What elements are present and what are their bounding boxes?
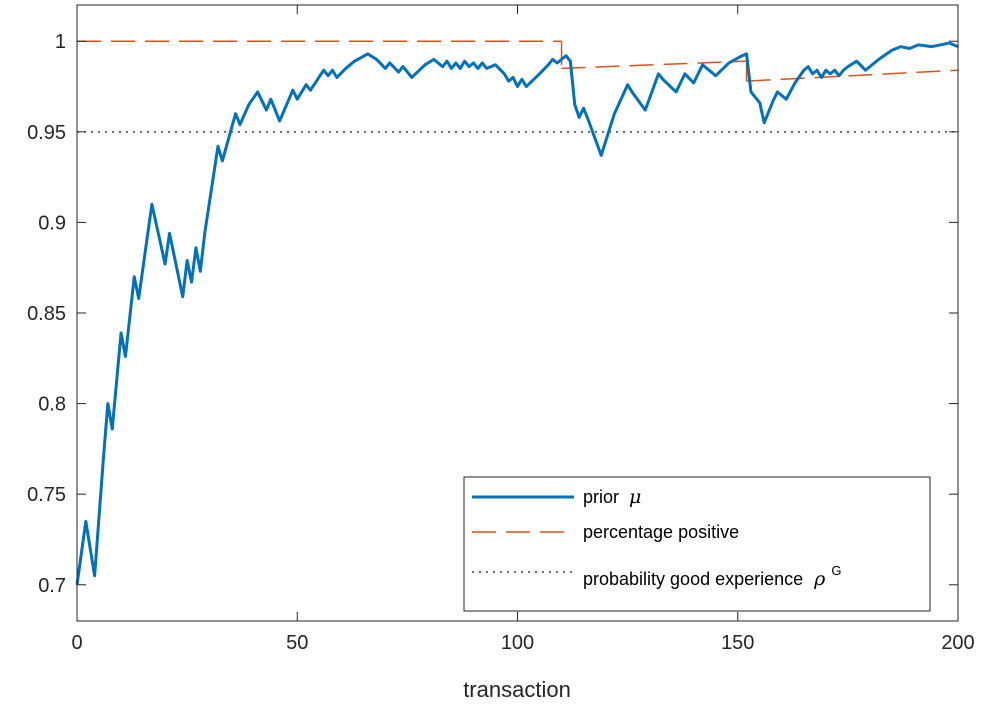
y-tick-label-3: 0.85 (27, 303, 66, 325)
legend-label-prior-symbol: μ (629, 486, 641, 508)
legend-label-prior: prior μ (583, 486, 641, 508)
x-tick-label-2: 100 (501, 632, 534, 654)
y-tick-label-4: 0.9 (38, 212, 66, 234)
x-axis-label: transaction (463, 677, 571, 702)
x-tick-label-4: 200 (941, 632, 974, 654)
series-percentage-positive-segment-2 (561, 60, 747, 70)
legend-label-probability-good-symbol: ρ (813, 568, 826, 590)
series-prior-line (75, 41, 959, 585)
legend-label-prior-text: prior (583, 487, 619, 507)
y-tick-label-6: 1 (55, 31, 66, 53)
x-tick-label-1: 50 (286, 632, 308, 654)
y-tick-label-0: 0.7 (38, 575, 66, 597)
legend-label-probability-good-superscript: G (831, 563, 841, 578)
legend: prior μ percentage positive probability … (463, 476, 931, 612)
legend-label-percentage-positive: percentage positive (583, 522, 739, 542)
x-tick-label-3: 150 (721, 632, 754, 654)
series-percentage-positive-segment-4 (746, 69, 959, 82)
y-tick-label-2: 0.8 (38, 394, 66, 416)
x-tick-label-0: 0 (71, 632, 82, 654)
y-tick-label-5: 0.95 (27, 122, 66, 144)
ticks-layer: 0 50 100 150 200 0.7 0.75 0.8 0.85 0.9 0.95 1 (27, 5, 975, 654)
legend-label-probability-good-text: probability good experience (583, 569, 803, 589)
legend-label-probability-good: probability good experience ρ G (583, 563, 841, 590)
legend-box (463, 476, 931, 612)
y-tick-label-1: 0.75 (27, 484, 66, 506)
series-layer (75, 40, 959, 585)
